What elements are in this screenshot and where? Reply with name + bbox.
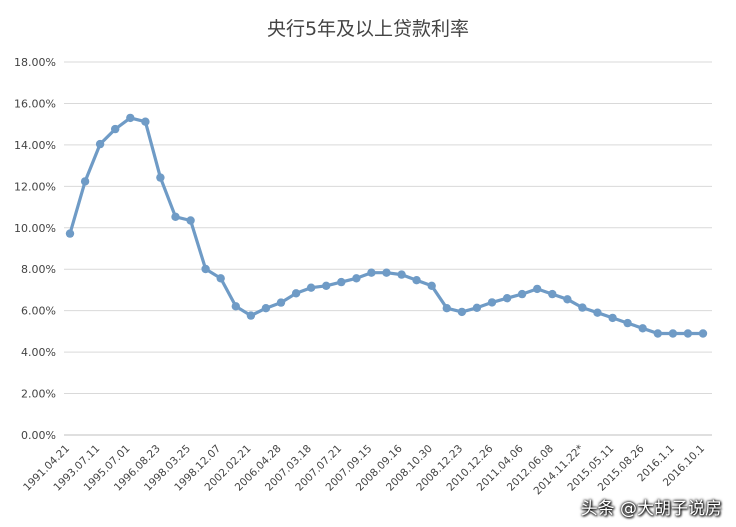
data-point: [382, 268, 391, 277]
data-point: [427, 281, 436, 290]
data-point: [352, 274, 361, 283]
y-tick-label: 10.00%: [14, 222, 56, 235]
data-point: [322, 281, 331, 290]
y-tick-label: 14.00%: [14, 139, 56, 152]
x-axis-ticks: 1991.04.211993.07.111995.07.011996.08.23…: [21, 442, 707, 497]
data-point: [653, 329, 662, 338]
data-point: [291, 289, 301, 298]
data-point: [95, 139, 105, 149]
data-point: [397, 270, 406, 279]
data-point: [502, 294, 512, 303]
gridlines: [64, 61, 712, 436]
data-point: [593, 308, 602, 317]
data-point: [201, 264, 210, 274]
data-point: [246, 311, 256, 320]
data-point: [563, 295, 572, 304]
y-axis-ticks: 0.00% 2.00% 4.00% 6.00% 8.00% 10.00% 12.00% 14.…: [14, 56, 56, 442]
data-point: [487, 298, 497, 307]
data-point: [231, 302, 240, 311]
data-point: [442, 304, 451, 313]
data-point: [186, 216, 195, 225]
data-point: [548, 289, 557, 299]
data-point: [623, 318, 632, 328]
data-point: [141, 117, 150, 126]
data-point: [276, 298, 286, 307]
data-point: [306, 283, 316, 292]
data-point: [517, 289, 527, 299]
data-point: [171, 212, 180, 221]
data-point: [412, 276, 421, 285]
data-point: [156, 173, 165, 182]
data-point: [578, 303, 587, 312]
data-point: [533, 284, 542, 294]
y-tick-label: 6.00%: [21, 305, 56, 318]
y-tick-label: 2.00%: [21, 388, 56, 401]
data-point: [65, 229, 75, 238]
series-line: [68, 116, 705, 336]
y-tick-label: 16.00%: [14, 97, 56, 110]
data-point: [698, 329, 708, 338]
chart-title: 央行5年及以上贷款利率: [267, 18, 469, 40]
data-point: [638, 324, 647, 333]
y-tick-label: 8.00%: [21, 263, 56, 276]
y-tick-label: 18.00%: [14, 56, 56, 69]
data-point: [367, 268, 376, 277]
data-point: [457, 307, 467, 317]
data-point: [111, 124, 120, 134]
data-point: [608, 313, 617, 323]
data-point: [261, 304, 271, 313]
data-point: [683, 329, 693, 338]
y-tick-label: 0.00%: [21, 429, 56, 442]
data-point: [668, 329, 678, 338]
data-point: [216, 274, 225, 283]
data-point: [80, 177, 90, 186]
data-point: [472, 303, 482, 312]
y-tick-label: 4.00%: [21, 346, 56, 359]
y-tick-label: 12.00%: [14, 180, 56, 193]
series-layer: [65, 113, 708, 338]
watermark-text: 头条 @大胡子说房: [580, 499, 722, 519]
data-point: [337, 277, 346, 287]
data-point: [126, 113, 135, 123]
